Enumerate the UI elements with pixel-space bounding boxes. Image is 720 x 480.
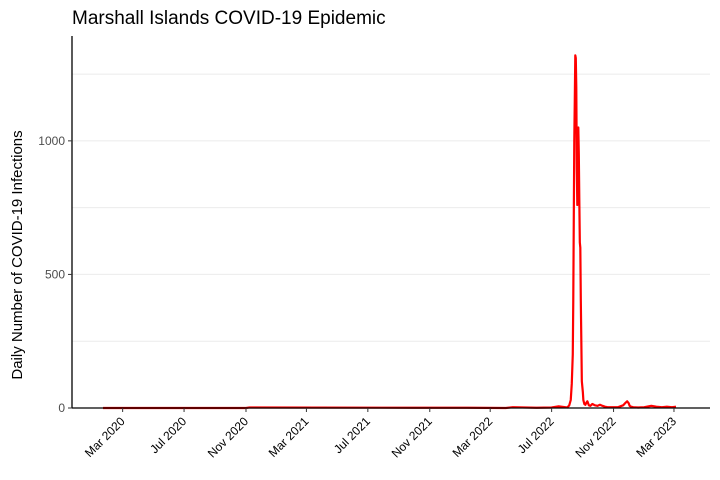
chart-title: Marshall Islands COVID-19 Epidemic [72,8,386,29]
x-tick-label: Jul 2022 [515,414,557,456]
series-lines [103,54,677,410]
y-axis-ticks: 0 500 1000 [38,134,72,415]
x-tick-label: Mar 2022 [450,414,496,460]
gridlines [72,73,710,409]
x-tick-label: Mar 2021 [266,414,312,460]
x-tick-label: Mar 2023 [633,414,679,460]
y-axis-label: Daily Number of COVID-19 Infections [9,130,26,379]
y-tick-label: 0 [58,401,65,415]
x-tick-label: Mar 2020 [82,414,128,460]
series-line-0 [103,54,677,410]
y-tick-label: 500 [45,267,65,281]
x-tick-label: Nov 2020 [205,414,251,460]
x-tick-label: Jul 2021 [331,414,373,456]
y-tick-label: 1000 [38,134,65,148]
x-tick-label: Jul 2020 [147,414,189,456]
x-tick-label: Nov 2022 [572,414,618,460]
x-tick-label: Nov 2021 [389,414,435,460]
x-axis-ticks: Mar 2020 Jul 2020 Nov 2020 Mar 2021 Jul 2021… [82,408,679,460]
